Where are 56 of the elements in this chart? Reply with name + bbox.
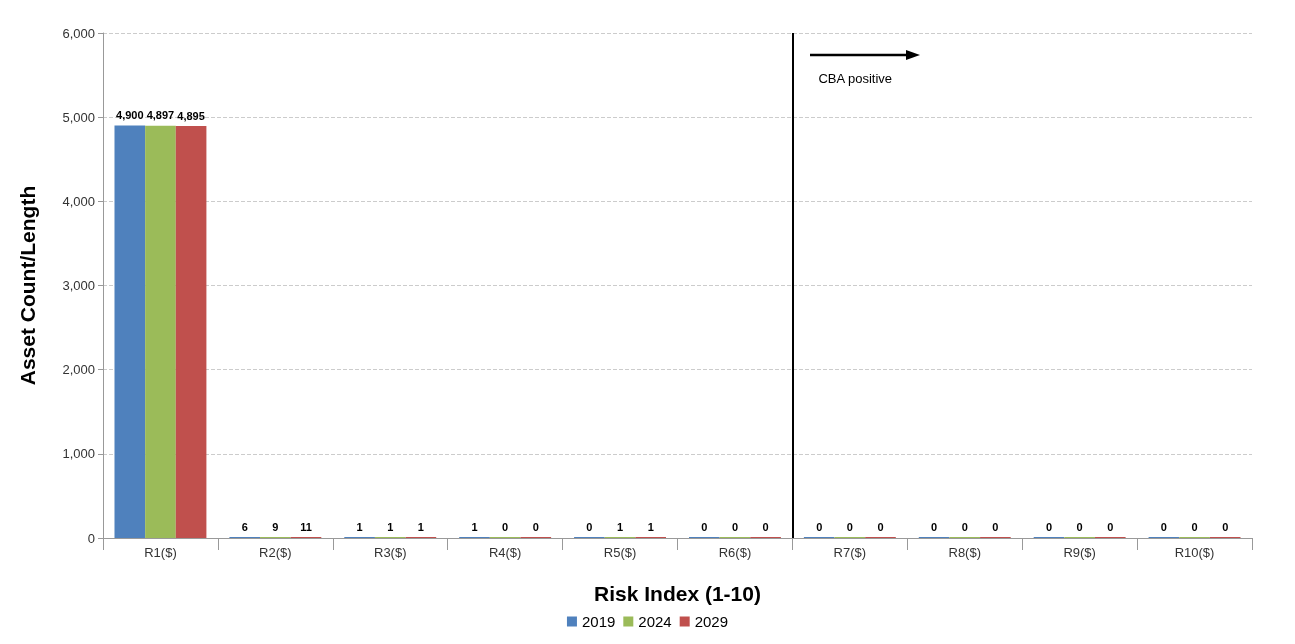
data-label: 0	[1222, 520, 1229, 533]
x-tick-label: R9($)	[1063, 545, 1096, 560]
data-label: 1	[417, 520, 424, 533]
x-tick-label: R2($)	[259, 545, 292, 560]
x-tick-label: R5($)	[603, 545, 637, 560]
bar	[175, 126, 207, 538]
data-label: 1	[471, 520, 478, 533]
data-label: 9	[272, 520, 279, 533]
data-label: 0	[846, 520, 853, 533]
data-label: 0	[931, 520, 938, 533]
legend-label: 2029	[694, 613, 729, 630]
y-axis-title: Asset Count/Length	[16, 185, 39, 386]
legend-label: 2019	[581, 613, 616, 630]
x-tick-label: R3($)	[373, 545, 407, 560]
data-label: 11	[300, 520, 312, 533]
data-label: 0	[1076, 520, 1083, 533]
data-label: 0	[1107, 520, 1114, 533]
y-tick-label: 4,000	[62, 193, 95, 209]
data-label: 0	[586, 520, 593, 533]
data-label: 1	[616, 520, 624, 533]
data-label: 0	[1191, 520, 1198, 533]
data-label: 4,897	[146, 109, 175, 122]
y-tick-label: 6,000	[62, 25, 95, 41]
data-label: 0	[1045, 520, 1053, 533]
data-label: 0	[1160, 520, 1167, 533]
x-tick-label: R7($)	[833, 545, 867, 560]
legend-label: 2024	[638, 613, 672, 630]
ref-line-label: CBA positive	[818, 71, 893, 86]
y-tick-label: 1,000	[62, 446, 95, 462]
data-label: 1	[647, 520, 654, 533]
x-tick-label: R8($)	[948, 545, 982, 560]
y-tick-label: 5,000	[62, 109, 95, 125]
y-tick-label: 3,000	[62, 278, 95, 293]
x-tick-label: R4($)	[488, 545, 522, 560]
data-label: 1	[356, 520, 363, 533]
x-tick-label: R6($)	[718, 545, 752, 560]
data-label: 0	[502, 520, 509, 533]
y-tick-label: 2,000	[62, 362, 95, 378]
data-label: 0	[532, 520, 539, 533]
x-tick-label: R1($)	[144, 545, 177, 560]
bar	[145, 125, 176, 538]
y-tick-label: 0	[87, 530, 95, 546]
data-label: 0	[816, 520, 823, 533]
data-label: 4,900	[116, 109, 144, 122]
data-label: 0	[877, 520, 884, 533]
data-label: 0	[762, 520, 769, 533]
data-label: 0	[992, 520, 999, 533]
data-label: 1	[387, 520, 394, 533]
data-label: 0	[961, 520, 968, 533]
x-axis-title: Risk Index (1-10)	[594, 582, 761, 605]
data-label: 6	[241, 520, 248, 533]
bar	[114, 125, 146, 538]
data-label: 4,895	[177, 109, 205, 122]
data-label: 0	[701, 520, 708, 533]
x-tick-label: R10($)	[1174, 545, 1215, 560]
data-label: 0	[731, 520, 739, 533]
